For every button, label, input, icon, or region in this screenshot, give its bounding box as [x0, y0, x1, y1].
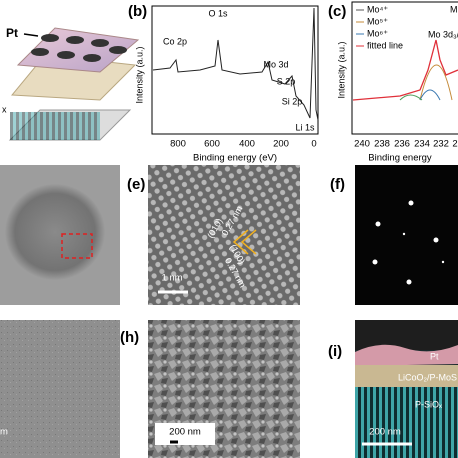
corner-label: M: [450, 4, 458, 14]
panel-label: (e): [127, 176, 145, 193]
x-tick: 236: [394, 139, 410, 150]
x-tick: 2: [452, 139, 457, 150]
scale-label: 200 nm: [369, 427, 401, 438]
panel-label: (f): [330, 176, 345, 193]
panel-e: (e) (010) 0.27 nm (100) 0.27 nm 1 nm: [127, 165, 300, 305]
x-tick: 234: [414, 139, 430, 150]
x-label: Binding energy (eV): [193, 153, 277, 164]
axes-frame: [351, 1, 458, 135]
zoom-box: [61, 233, 93, 259]
layer-label: Pt: [430, 351, 439, 361]
peak-label: Mo 3d₃/₂: [428, 29, 458, 39]
peak-label: O 1s: [208, 8, 228, 18]
x-tick: 200: [273, 139, 289, 150]
component: [419, 89, 441, 101]
panel-d: [0, 165, 120, 305]
scale-label: m: [0, 427, 8, 438]
legend-entry: fitted line: [367, 40, 403, 50]
x-tick: 240: [354, 139, 370, 150]
layer-label: LiCoO₂/P-MoS: [398, 372, 457, 382]
x-tick: 0: [311, 139, 316, 150]
pt-label: Pt: [6, 26, 18, 40]
panel-h: (h) 200 nm: [120, 320, 300, 458]
x-tick: 400: [239, 139, 255, 150]
y-label: Intensity (a.u.): [336, 41, 346, 98]
scale-label: 200 nm: [169, 427, 201, 438]
x-tick: 600: [204, 139, 220, 150]
panel-i: (i) Pt LiCoO₂/P-MoS P-SiOₓ 200 nm: [328, 320, 458, 458]
x-tick: 800: [170, 139, 186, 150]
panel-c: (c) Intensity (a.u.) Binding energy 240 …: [328, 1, 458, 164]
peak-label: Mo 3d: [263, 59, 288, 69]
peak-label: Si 2p: [282, 96, 303, 106]
peak-label: Co 2p: [163, 36, 187, 46]
scale-label: 1 nm: [161, 273, 182, 284]
peak-label: Li 1s: [295, 122, 315, 132]
x-tick: 232: [433, 139, 449, 150]
component: [399, 94, 423, 101]
panel-g: m: [0, 320, 120, 458]
panel-label: (i): [328, 343, 342, 360]
panel-label: (b): [128, 3, 147, 20]
x-label: Binding energy: [368, 153, 432, 164]
axes-frame: [151, 5, 319, 135]
legend-entry: Mo⁵⁺: [367, 16, 388, 26]
panel-b: (b) Intensity (a.u.) Binding energy (eV)…: [128, 3, 319, 164]
panel-label: (c): [328, 3, 346, 20]
side-label: x: [2, 104, 7, 114]
legend-entry: Mo⁶⁺: [367, 28, 388, 38]
legend-entry: Mo⁴⁺: [367, 4, 388, 14]
peak-label: S 2p: [277, 76, 296, 86]
layer-label: P-SiOₓ: [415, 399, 442, 409]
panel-label: (h): [120, 329, 139, 346]
y-label: Intensity (a.u.): [134, 46, 144, 103]
component: [419, 64, 453, 101]
x-tick: 238: [374, 139, 390, 150]
spectrum: [152, 7, 319, 121]
panel-a: Pt x: [2, 26, 140, 141]
panel-f: (f): [330, 165, 458, 305]
fitted-line: [352, 39, 458, 101]
